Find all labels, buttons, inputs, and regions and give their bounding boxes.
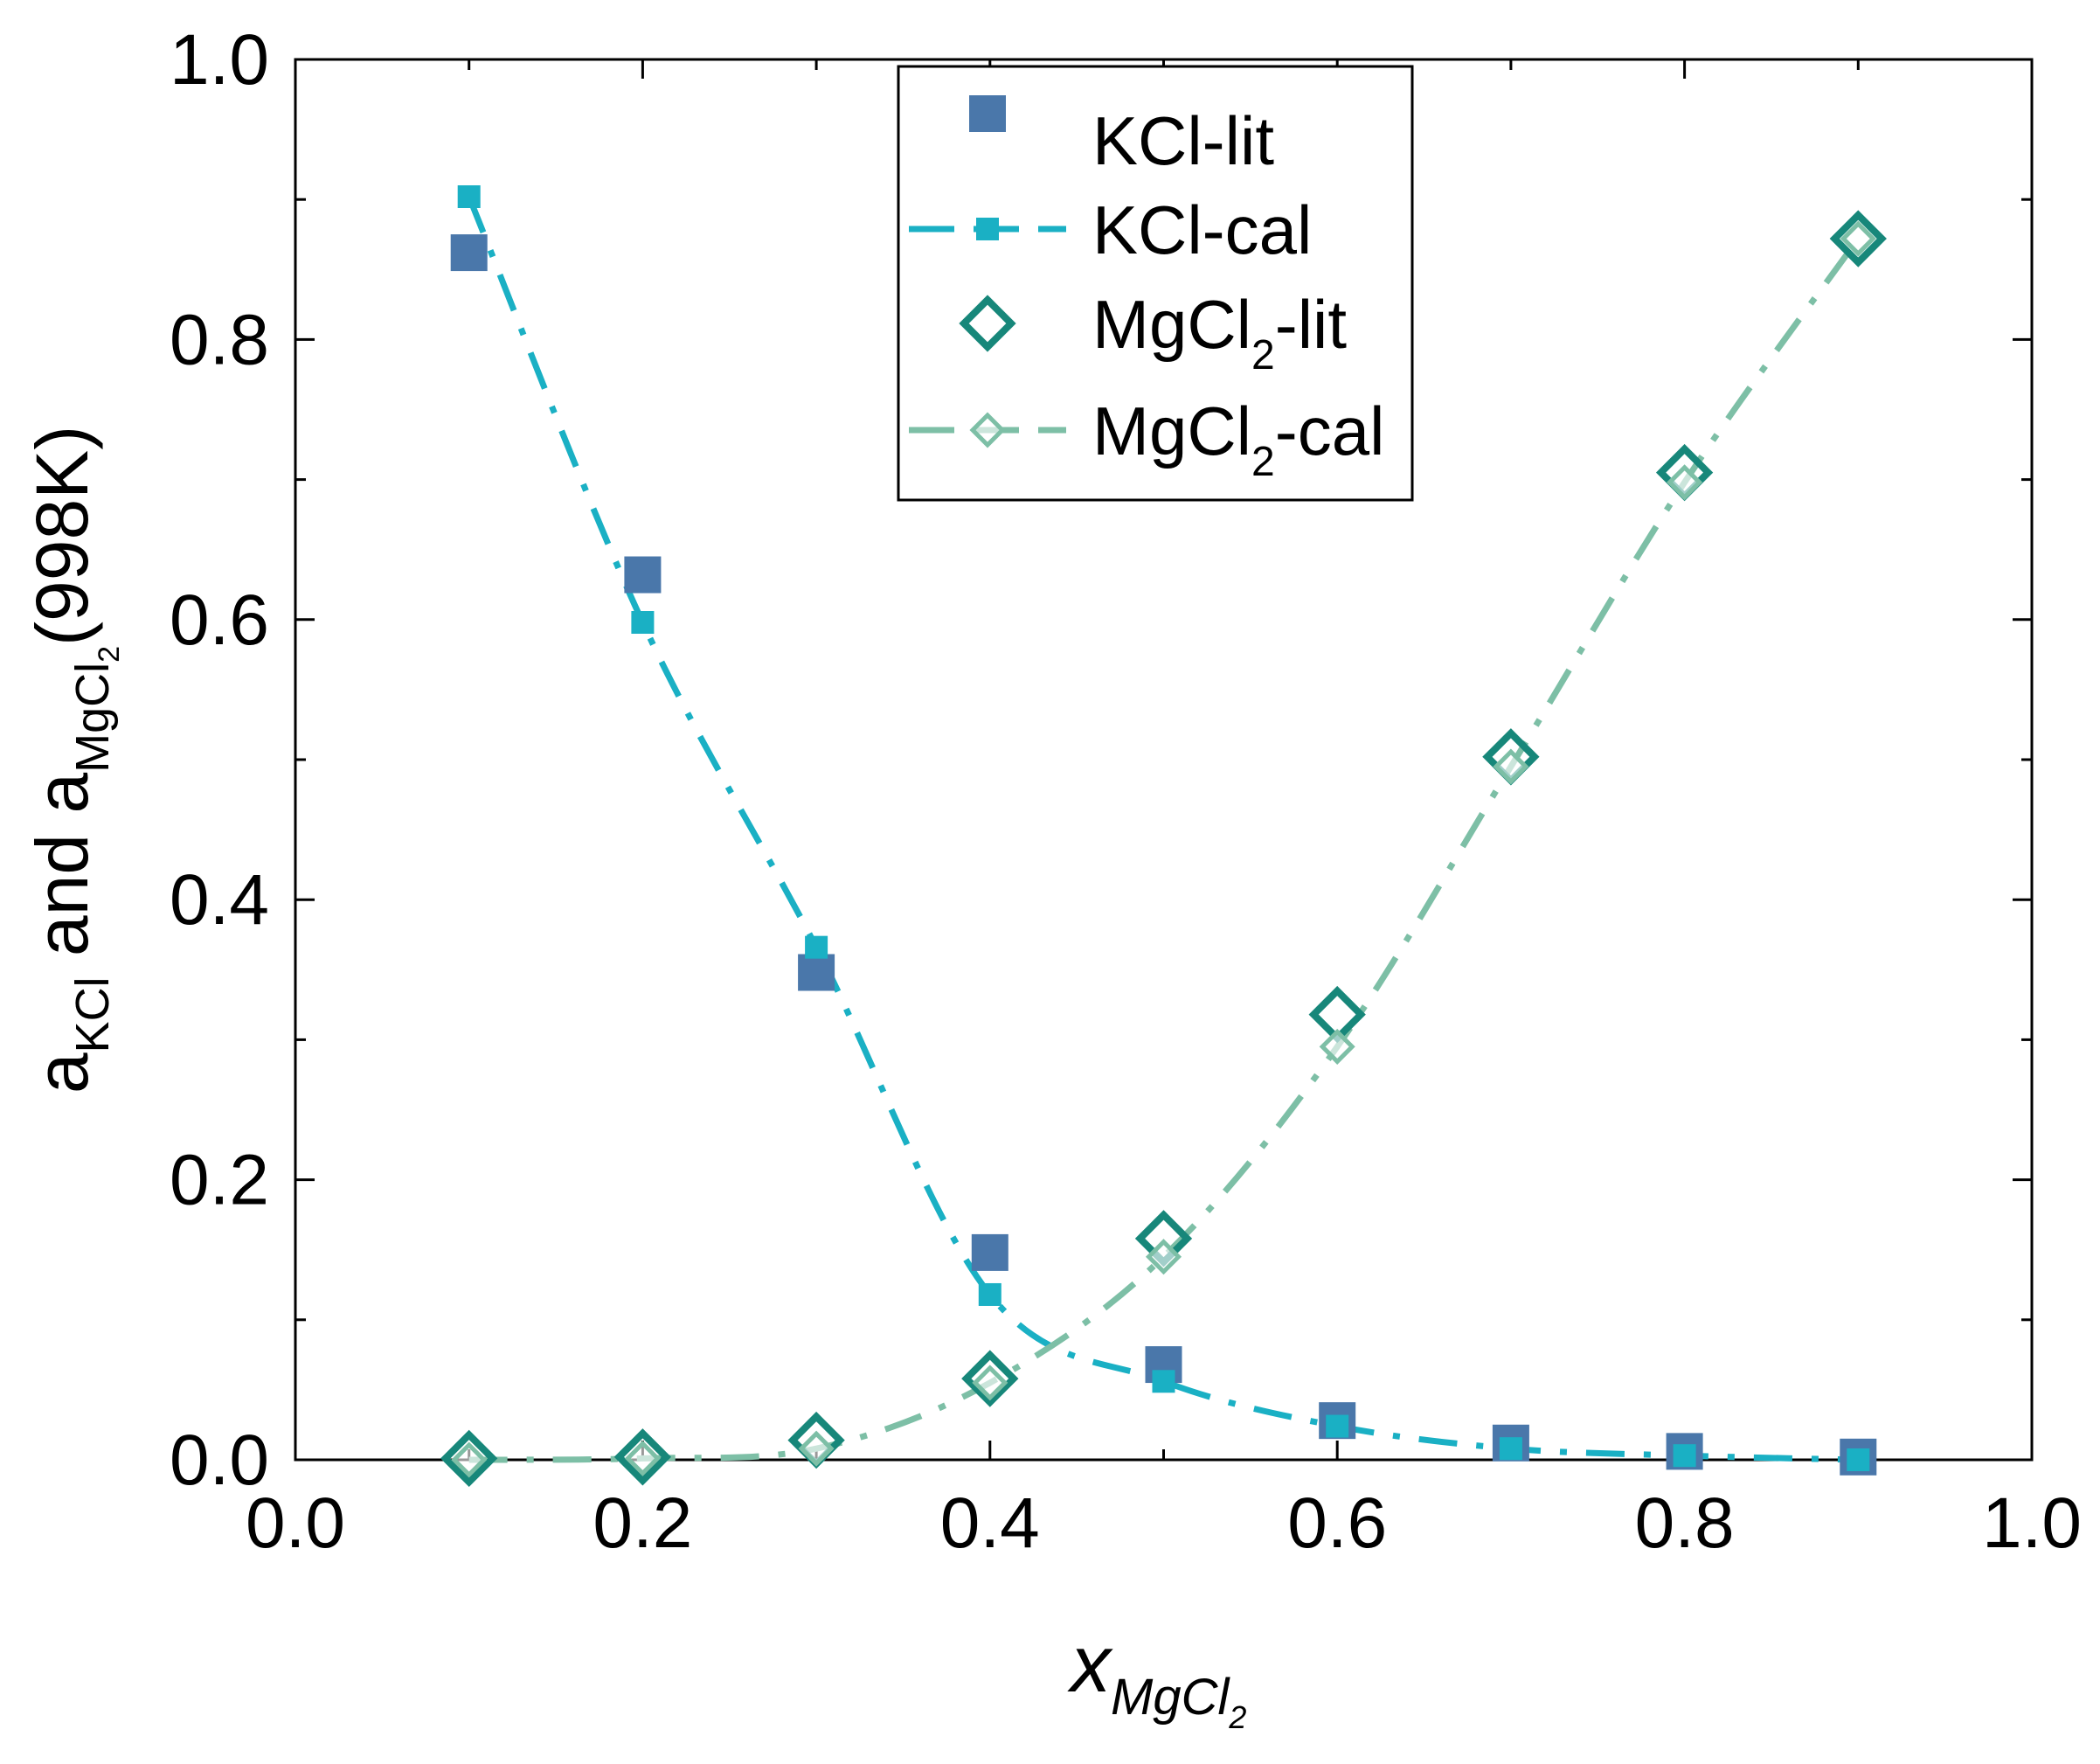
data-point-kcl-cal xyxy=(457,184,481,208)
data-point-kcl-cal xyxy=(978,1282,1001,1306)
data-point-mgcl2-cal xyxy=(624,1440,661,1476)
x-axis-title: xMgCl2 xyxy=(1067,1620,1246,1735)
data-point-kcl-lit xyxy=(624,556,662,594)
legend-label: KCl-cal xyxy=(1092,191,1312,268)
data-point-kcl-lit xyxy=(450,234,488,272)
data-point-kcl-cal xyxy=(805,935,828,959)
legend-marker xyxy=(969,412,1006,448)
legend-entry-mgcl2-lit: MgCl2-lit xyxy=(959,286,1347,378)
series-markers xyxy=(440,184,1887,1488)
legend-entry-mgcl2-cal: MgCl2-cal xyxy=(909,392,1384,485)
series-line-mgcl2-cal xyxy=(468,237,1861,1463)
legend-label: MgCl2-cal xyxy=(1092,392,1384,485)
data-point-mgcl2-lit xyxy=(961,1350,1019,1407)
data-point-kcl-cal xyxy=(1847,1448,1870,1471)
axis-titles: xMgCl2 aKCl and aMgCl2(998K) xyxy=(21,426,1246,1735)
data-point-mgcl2-cal xyxy=(1667,464,1703,501)
data-point-kcl-lit xyxy=(798,954,835,991)
data-point-mgcl2-lit xyxy=(613,1428,672,1486)
data-point-kcl-cal xyxy=(1326,1414,1349,1438)
y-tick-label: 0.4 xyxy=(170,860,269,940)
data-point-mgcl2-lit xyxy=(1829,210,1887,267)
x-tick-label: 0.8 xyxy=(1635,1483,1735,1563)
legend-marker xyxy=(969,95,1006,132)
legend: KCl-lit KCl-cal MgCl2-lit MgCl2-cal xyxy=(897,65,1414,502)
legend-entry-kcl-lit: KCl-lit xyxy=(969,95,1274,179)
series-lines xyxy=(466,195,1861,1463)
legend-entry-kcl-cal: KCl-cal xyxy=(909,191,1312,268)
x-tick-label: 0.2 xyxy=(593,1483,692,1563)
y-tick-label: 0.2 xyxy=(170,1141,269,1220)
data-point-mgcl2-cal xyxy=(1840,220,1876,257)
data-point-kcl-cal xyxy=(1499,1437,1522,1461)
data-point-kcl-cal xyxy=(631,611,655,635)
legend-label: KCl-lit xyxy=(1092,102,1274,179)
x-tick-label: 1.0 xyxy=(1982,1483,2082,1563)
x-tick-label: 0.0 xyxy=(246,1483,345,1563)
x-tick-label: 0.4 xyxy=(940,1483,1040,1563)
y-tick-label: 0.8 xyxy=(170,300,269,379)
y-axis-title: aKCl and aMgCl2(998K) xyxy=(21,426,126,1094)
data-point-kcl-cal xyxy=(1673,1444,1696,1468)
data-point-mgcl2-lit xyxy=(440,1429,498,1488)
legend-label: MgCl2-lit xyxy=(1092,286,1347,378)
legend-marker xyxy=(976,218,999,240)
data-point-mgcl2-cal xyxy=(1145,1239,1182,1275)
data-point-mgcl2-cal xyxy=(972,1365,1008,1401)
data-point-mgcl2-cal xyxy=(451,1441,488,1478)
y-tick-label: 0.6 xyxy=(170,580,269,660)
data-point-mgcl2-cal xyxy=(1319,1028,1355,1065)
data-point-kcl-cal xyxy=(1152,1370,1175,1393)
data-point-mgcl2-cal xyxy=(1493,748,1529,785)
data-point-kcl-lit xyxy=(971,1233,1008,1271)
x-tick-label: 0.6 xyxy=(1287,1483,1387,1563)
data-point-mgcl2-cal xyxy=(798,1430,835,1467)
y-tick-label: 1.0 xyxy=(170,20,269,100)
series-line-kcl-cal xyxy=(466,195,1859,1463)
axes: 0.0 0.2 0.4 0.6 0.8 1.0 0.0 0.2 0.4 0.6 0.8 1.0 xyxy=(170,20,2082,1563)
legend-marker xyxy=(959,295,1016,352)
y-tick-label: 0.0 xyxy=(170,1420,269,1500)
